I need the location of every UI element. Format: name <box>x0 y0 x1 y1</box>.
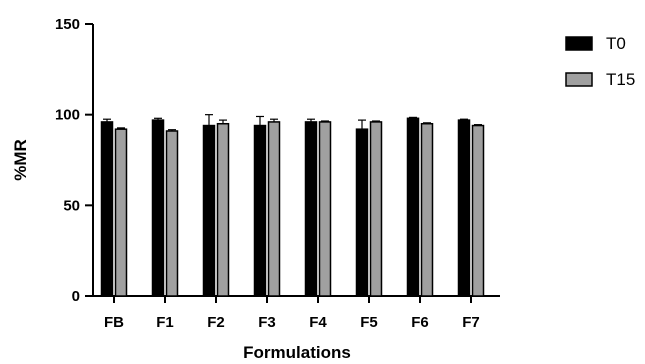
x-tick-label: F6 <box>411 314 429 331</box>
y-tick-label: 100 <box>55 107 80 124</box>
bar-t15-f4 <box>318 121 332 297</box>
x-tick-label: F7 <box>462 314 480 331</box>
bar-t15-f1 <box>165 130 179 297</box>
bars <box>100 114 485 297</box>
x-tick-label: F5 <box>360 314 378 331</box>
x-tick-label: F3 <box>258 314 276 331</box>
bar-t15-fb <box>114 128 128 297</box>
y-axis-title: %MR <box>11 139 30 181</box>
bar-t15-f6 <box>420 122 434 297</box>
bar-t0-f1 <box>151 119 165 297</box>
y-tick-label: 0 <box>72 288 80 305</box>
legend-label-t0: T0 <box>606 34 626 53</box>
bar-t0-f3 <box>253 124 267 297</box>
y-axis: 0 50 100 150 <box>55 16 94 305</box>
legend-swatch-t15 <box>565 72 593 87</box>
bar-t0-f4 <box>304 121 318 297</box>
x-tick-label: F2 <box>207 314 225 331</box>
legend: T0 T15 <box>565 34 635 89</box>
bar-t0-f7 <box>457 119 471 297</box>
x-tick-label: FB <box>104 314 124 331</box>
bar-t0-f5 <box>355 128 369 297</box>
x-tick-label: F4 <box>309 314 327 331</box>
bar-t15-f2 <box>216 122 230 297</box>
bar-t0-f2 <box>202 124 216 297</box>
bar-t0-fb <box>100 121 114 297</box>
legend-swatch-t0 <box>565 36 593 51</box>
y-tick-label: 50 <box>63 197 80 214</box>
bar-t15-f7 <box>471 124 485 297</box>
x-axis: FB F1 F2 F3 F4 F5 F6 F7 <box>93 295 500 331</box>
y-tick-label: 150 <box>55 16 80 33</box>
x-tick-label: F1 <box>156 314 174 331</box>
bar-t15-f3 <box>267 121 281 297</box>
bar-t15-f5 <box>369 121 383 297</box>
bar-t0-f6 <box>406 117 420 297</box>
x-axis-title: Formulations <box>243 343 351 362</box>
legend-label-t15: T15 <box>606 70 635 89</box>
